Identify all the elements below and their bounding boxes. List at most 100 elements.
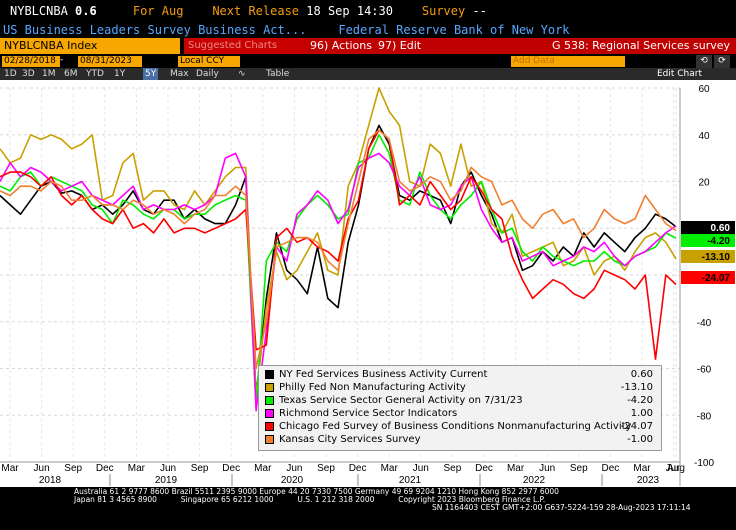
- y-tick-label: -100: [694, 458, 714, 469]
- value-tag-label: -4.20: [707, 236, 730, 247]
- edit-menu[interactable]: 97) Edit: [378, 39, 422, 52]
- series-line: [0, 124, 677, 398]
- value-tag-bg: [681, 221, 735, 234]
- x-tick-label: Dec: [602, 463, 620, 474]
- ticker: NYBLCNBA: [10, 4, 68, 18]
- x-tick-label: Dec: [96, 463, 114, 474]
- zoom-max[interactable]: Max: [170, 69, 189, 79]
- legend-value: -1.00: [627, 434, 653, 445]
- zoom-ytd[interactable]: YTD: [86, 69, 104, 79]
- legend-row: Kansas City Services Survey -1.00: [263, 433, 657, 446]
- y-tick-label: 20: [698, 178, 710, 189]
- y-tick-label: 40: [698, 131, 710, 142]
- security-title: US Business Leaders Survey Business Act.…: [3, 23, 307, 37]
- x-tick-label: Aug: [667, 463, 685, 474]
- x-tick-label: Sep: [444, 463, 462, 474]
- table-button[interactable]: Table: [266, 69, 290, 79]
- legend-row: NY Fed Services Business Activity Curren…: [263, 368, 657, 381]
- series-line: [0, 87, 677, 398]
- legend-swatch: [265, 383, 274, 392]
- legend-label: Richmond Service Sector Indicators: [279, 408, 458, 419]
- x-tick-label: Jun: [666, 463, 682, 474]
- y-tick-label: -40: [697, 318, 712, 329]
- frequency-dropdown[interactable]: Daily: [196, 69, 219, 79]
- survey-value: --: [472, 4, 487, 18]
- suggested-charts-button[interactable]: Suggested Charts: [184, 38, 304, 54]
- source-name: Federal Reserve Bank of New York: [338, 23, 570, 37]
- x-tick-label: Mar: [254, 463, 272, 474]
- x-tick-label: Sep: [570, 463, 588, 474]
- x-tick-label: Mar: [1, 463, 19, 474]
- edit-chart-button[interactable]: Edit Chart: [656, 69, 702, 79]
- survey-label: Survey: [421, 4, 466, 18]
- x-tick-label: Jun: [34, 463, 50, 474]
- function-bar: NYBLCNBA Index Suggested Charts 96) Acti…: [0, 38, 736, 54]
- description-line: US Business Leaders Survey Business Act.…: [0, 22, 736, 39]
- x-tick-label: Sep: [317, 463, 335, 474]
- x-tick-label: Dec: [222, 463, 240, 474]
- actions-menu[interactable]: 96) Actions: [310, 39, 372, 52]
- redo-icon[interactable]: ⟳: [714, 55, 730, 68]
- end-date-field[interactable]: 08/31/2023: [78, 56, 142, 67]
- zoom-bar: 1D 3D 1M 6M YTD 1Y 5Y Max Daily ∿ Table …: [0, 68, 736, 80]
- menu-bar: [304, 38, 736, 54]
- last-value: 0.6: [75, 4, 97, 18]
- value-tag-label: -24.07: [702, 273, 731, 284]
- x-tick-label: Jun: [413, 463, 429, 474]
- footer-contacts-1: Australia 61 2 9777 8600 Brazil 5511 239…: [74, 487, 559, 496]
- x-year-label: 2019: [155, 475, 178, 486]
- zoom-6m[interactable]: 6M: [64, 69, 78, 79]
- zoom-3d[interactable]: 3D: [22, 69, 35, 79]
- y-tick-label: 60: [698, 84, 710, 95]
- for-period: For Aug: [132, 4, 184, 18]
- legend-label: Texas Service Sector General Activity on…: [279, 395, 523, 406]
- index-field[interactable]: NYBLCNBA Index: [0, 38, 180, 54]
- zoom-1y[interactable]: 1Y: [114, 69, 126, 79]
- footer-contacts-2: Japan 81 3 4565 8900 Singapore 65 6212 1…: [74, 495, 546, 504]
- x-tick-label: Sep: [64, 463, 82, 474]
- date-dash: -: [60, 55, 64, 65]
- legend-swatch: [265, 422, 274, 431]
- undo-icon[interactable]: ⟲: [696, 55, 712, 68]
- legend-row: Philly Fed Non Manufacturing Activity -1…: [263, 381, 657, 394]
- add-data-input[interactable]: Add Data: [511, 56, 625, 67]
- x-tick-label: Jun: [286, 463, 302, 474]
- x-tick-label: Mar: [381, 463, 399, 474]
- series-line: [0, 129, 677, 370]
- legend-label: NY Fed Services Business Activity Curren…: [279, 369, 488, 380]
- x-year-label: 2020: [281, 475, 304, 486]
- x-year-label: 2022: [523, 475, 546, 486]
- next-release-label: Next Release: [212, 4, 300, 18]
- legend-value: 0.60: [630, 369, 653, 380]
- next-release-date: 18 Sep 14:30: [306, 4, 393, 18]
- zoom-5y[interactable]: 5Y: [143, 68, 159, 80]
- currency-dropdown[interactable]: Local CCY: [178, 56, 240, 67]
- x-tick-label: Jun: [539, 463, 555, 474]
- value-tag-bg: [681, 234, 735, 247]
- chart-legend: NY Fed Services Business Activity Curren…: [258, 365, 662, 451]
- legend-value: -4.20: [627, 395, 653, 406]
- legend-row: Richmond Service Sector Indicators 1.00: [263, 407, 657, 420]
- value-tag-label: -13.10: [702, 252, 731, 263]
- series-line: [0, 129, 677, 360]
- footer: Australia 61 2 9777 8600 Brazil 5511 239…: [0, 487, 736, 530]
- line-chart-icon[interactable]: ∿: [238, 69, 246, 79]
- zoom-1d[interactable]: 1D: [4, 69, 17, 79]
- legend-row: Chicago Fed Survey of Business Condition…: [263, 420, 657, 433]
- x-tick-label: Sep: [191, 463, 209, 474]
- legend-label: Kansas City Services Survey: [279, 434, 421, 445]
- start-date-field[interactable]: 02/28/2018: [2, 56, 60, 67]
- zoom-1m[interactable]: 1M: [42, 69, 56, 79]
- legend-swatch: [265, 370, 274, 379]
- x-tick-label: Mar: [128, 463, 146, 474]
- x-year-label: 2018: [39, 475, 62, 486]
- x-tick-label: Jun: [160, 463, 176, 474]
- line-chart: 6040200-20-40-60-80-100MarJunSepDecMarJu…: [0, 84, 735, 486]
- y-tick-label: -80: [697, 411, 712, 422]
- value-tag-label: 0.60: [711, 223, 731, 234]
- value-tag-bg: [681, 250, 735, 263]
- x-tick-label: Mar: [633, 463, 651, 474]
- footer-session: SN 1164403 CEST GMT+2:00 G637-5224-159 2…: [432, 503, 691, 512]
- legend-swatch: [265, 435, 274, 444]
- y-tick-label: -60: [697, 365, 712, 376]
